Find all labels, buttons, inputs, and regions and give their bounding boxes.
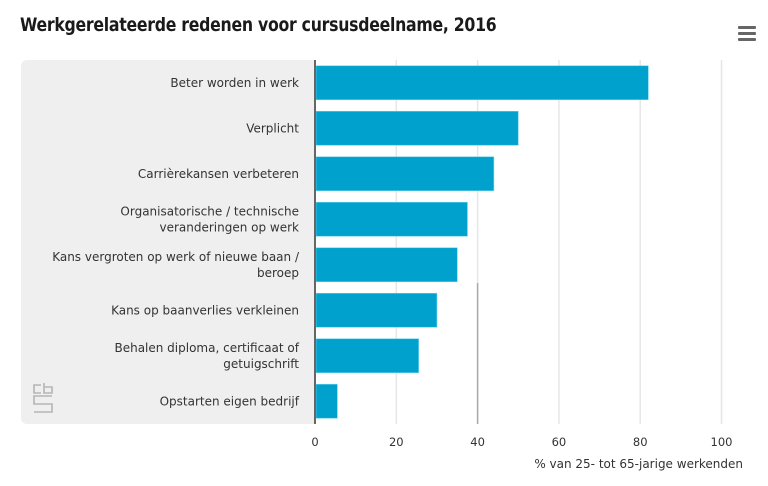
bar — [315, 65, 649, 101]
bar — [315, 292, 438, 328]
category-label: Kans vergroten op werk of nieuwe baan / — [52, 250, 300, 264]
bar — [315, 383, 338, 419]
category-label: Kans op baanverlies verkleinen — [111, 303, 299, 317]
hamburger-menu-icon[interactable] — [736, 24, 758, 42]
bar — [315, 247, 458, 283]
category-panel — [21, 60, 315, 424]
x-axis-title: % van 25- tot 65-jarige werkenden — [534, 457, 743, 471]
category-label: veranderingen op werk — [159, 220, 299, 234]
x-tick-label: 20 — [389, 435, 404, 449]
chart-title: Werkgerelateerde redenen voor cursusdeel… — [20, 14, 497, 36]
category-label: Organisatorische / technische — [120, 204, 299, 218]
cbs-logo — [33, 383, 53, 413]
category-label: Opstarten eigen bedrijf — [160, 394, 300, 408]
category-label: getuigschrift — [223, 357, 299, 371]
bar — [315, 201, 468, 237]
bar — [315, 156, 495, 192]
category-label: Beter worden in werk — [170, 76, 299, 90]
x-tick-label: 60 — [552, 435, 567, 449]
x-tick-label: 100 — [711, 435, 733, 449]
bar — [315, 110, 519, 146]
x-tick-label: 40 — [470, 435, 485, 449]
category-label: beroep — [257, 266, 299, 280]
bar — [315, 338, 419, 374]
category-label: Carrièrekansen verbeteren — [138, 167, 299, 181]
category-label: Behalen diploma, certificaat of — [114, 341, 299, 355]
x-tick-label: 0 — [311, 435, 318, 449]
category-label: Verplicht — [246, 121, 299, 135]
x-tick-label: 80 — [633, 435, 648, 449]
